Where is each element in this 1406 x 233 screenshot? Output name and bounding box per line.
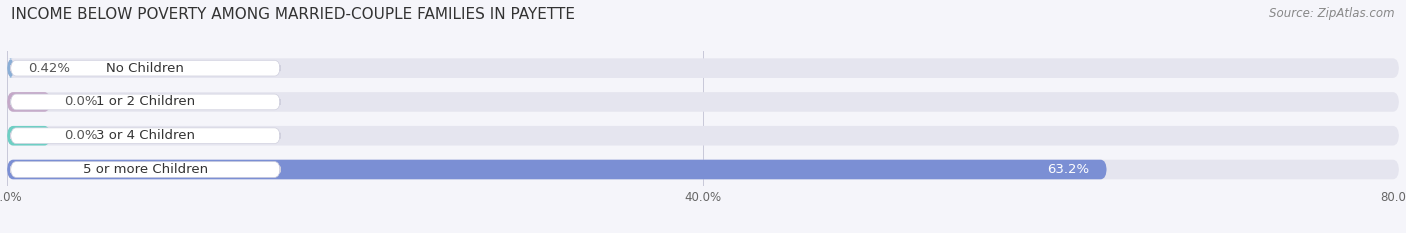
Text: 63.2%: 63.2% <box>1047 163 1090 176</box>
FancyBboxPatch shape <box>7 58 1399 78</box>
FancyBboxPatch shape <box>10 94 280 110</box>
FancyBboxPatch shape <box>7 160 1399 179</box>
FancyBboxPatch shape <box>7 92 1399 112</box>
FancyBboxPatch shape <box>10 162 280 177</box>
Text: 0.0%: 0.0% <box>65 96 98 108</box>
Text: INCOME BELOW POVERTY AMONG MARRIED-COUPLE FAMILIES IN PAYETTE: INCOME BELOW POVERTY AMONG MARRIED-COUPL… <box>11 7 575 22</box>
FancyBboxPatch shape <box>10 60 280 76</box>
Text: 0.42%: 0.42% <box>28 62 70 75</box>
FancyBboxPatch shape <box>7 58 14 78</box>
Text: No Children: No Children <box>107 62 184 75</box>
FancyBboxPatch shape <box>7 92 51 112</box>
Text: 1 or 2 Children: 1 or 2 Children <box>96 96 195 108</box>
Text: 0.0%: 0.0% <box>65 129 98 142</box>
Text: 3 or 4 Children: 3 or 4 Children <box>96 129 195 142</box>
Text: 5 or more Children: 5 or more Children <box>83 163 208 176</box>
FancyBboxPatch shape <box>7 126 1399 146</box>
FancyBboxPatch shape <box>10 128 280 144</box>
FancyBboxPatch shape <box>7 126 51 146</box>
FancyBboxPatch shape <box>7 160 1107 179</box>
Text: Source: ZipAtlas.com: Source: ZipAtlas.com <box>1270 7 1395 20</box>
